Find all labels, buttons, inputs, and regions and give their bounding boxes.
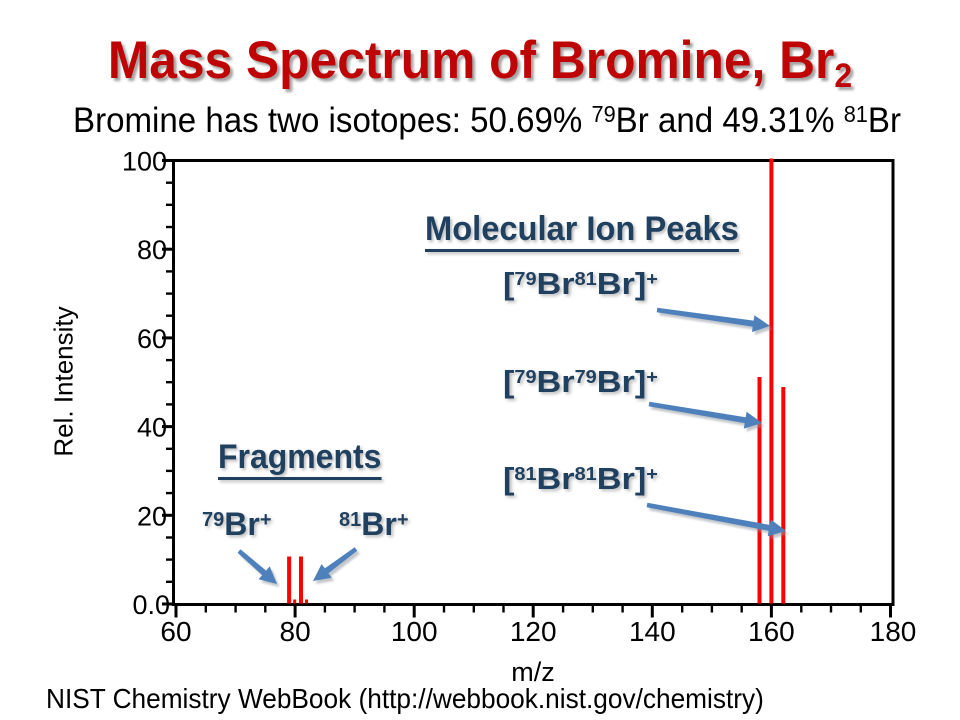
svg-text:180: 180 — [870, 616, 917, 647]
svg-text:160: 160 — [748, 616, 795, 647]
svg-text:60: 60 — [137, 324, 167, 354]
svg-text:60: 60 — [160, 616, 191, 647]
svg-text:80: 80 — [280, 616, 311, 647]
svg-text:120: 120 — [510, 616, 557, 647]
svg-text:Rel. Intensity: Rel. Intensity — [49, 306, 79, 456]
svg-text:100: 100 — [122, 147, 167, 177]
svg-text:0.0: 0.0 — [132, 590, 170, 620]
svg-text:40: 40 — [137, 413, 167, 443]
svg-text:100: 100 — [391, 616, 438, 647]
svg-text:140: 140 — [629, 616, 676, 647]
svg-text:m/z: m/z — [511, 657, 555, 687]
svg-text:80: 80 — [137, 235, 167, 265]
svg-text:20: 20 — [137, 501, 167, 531]
